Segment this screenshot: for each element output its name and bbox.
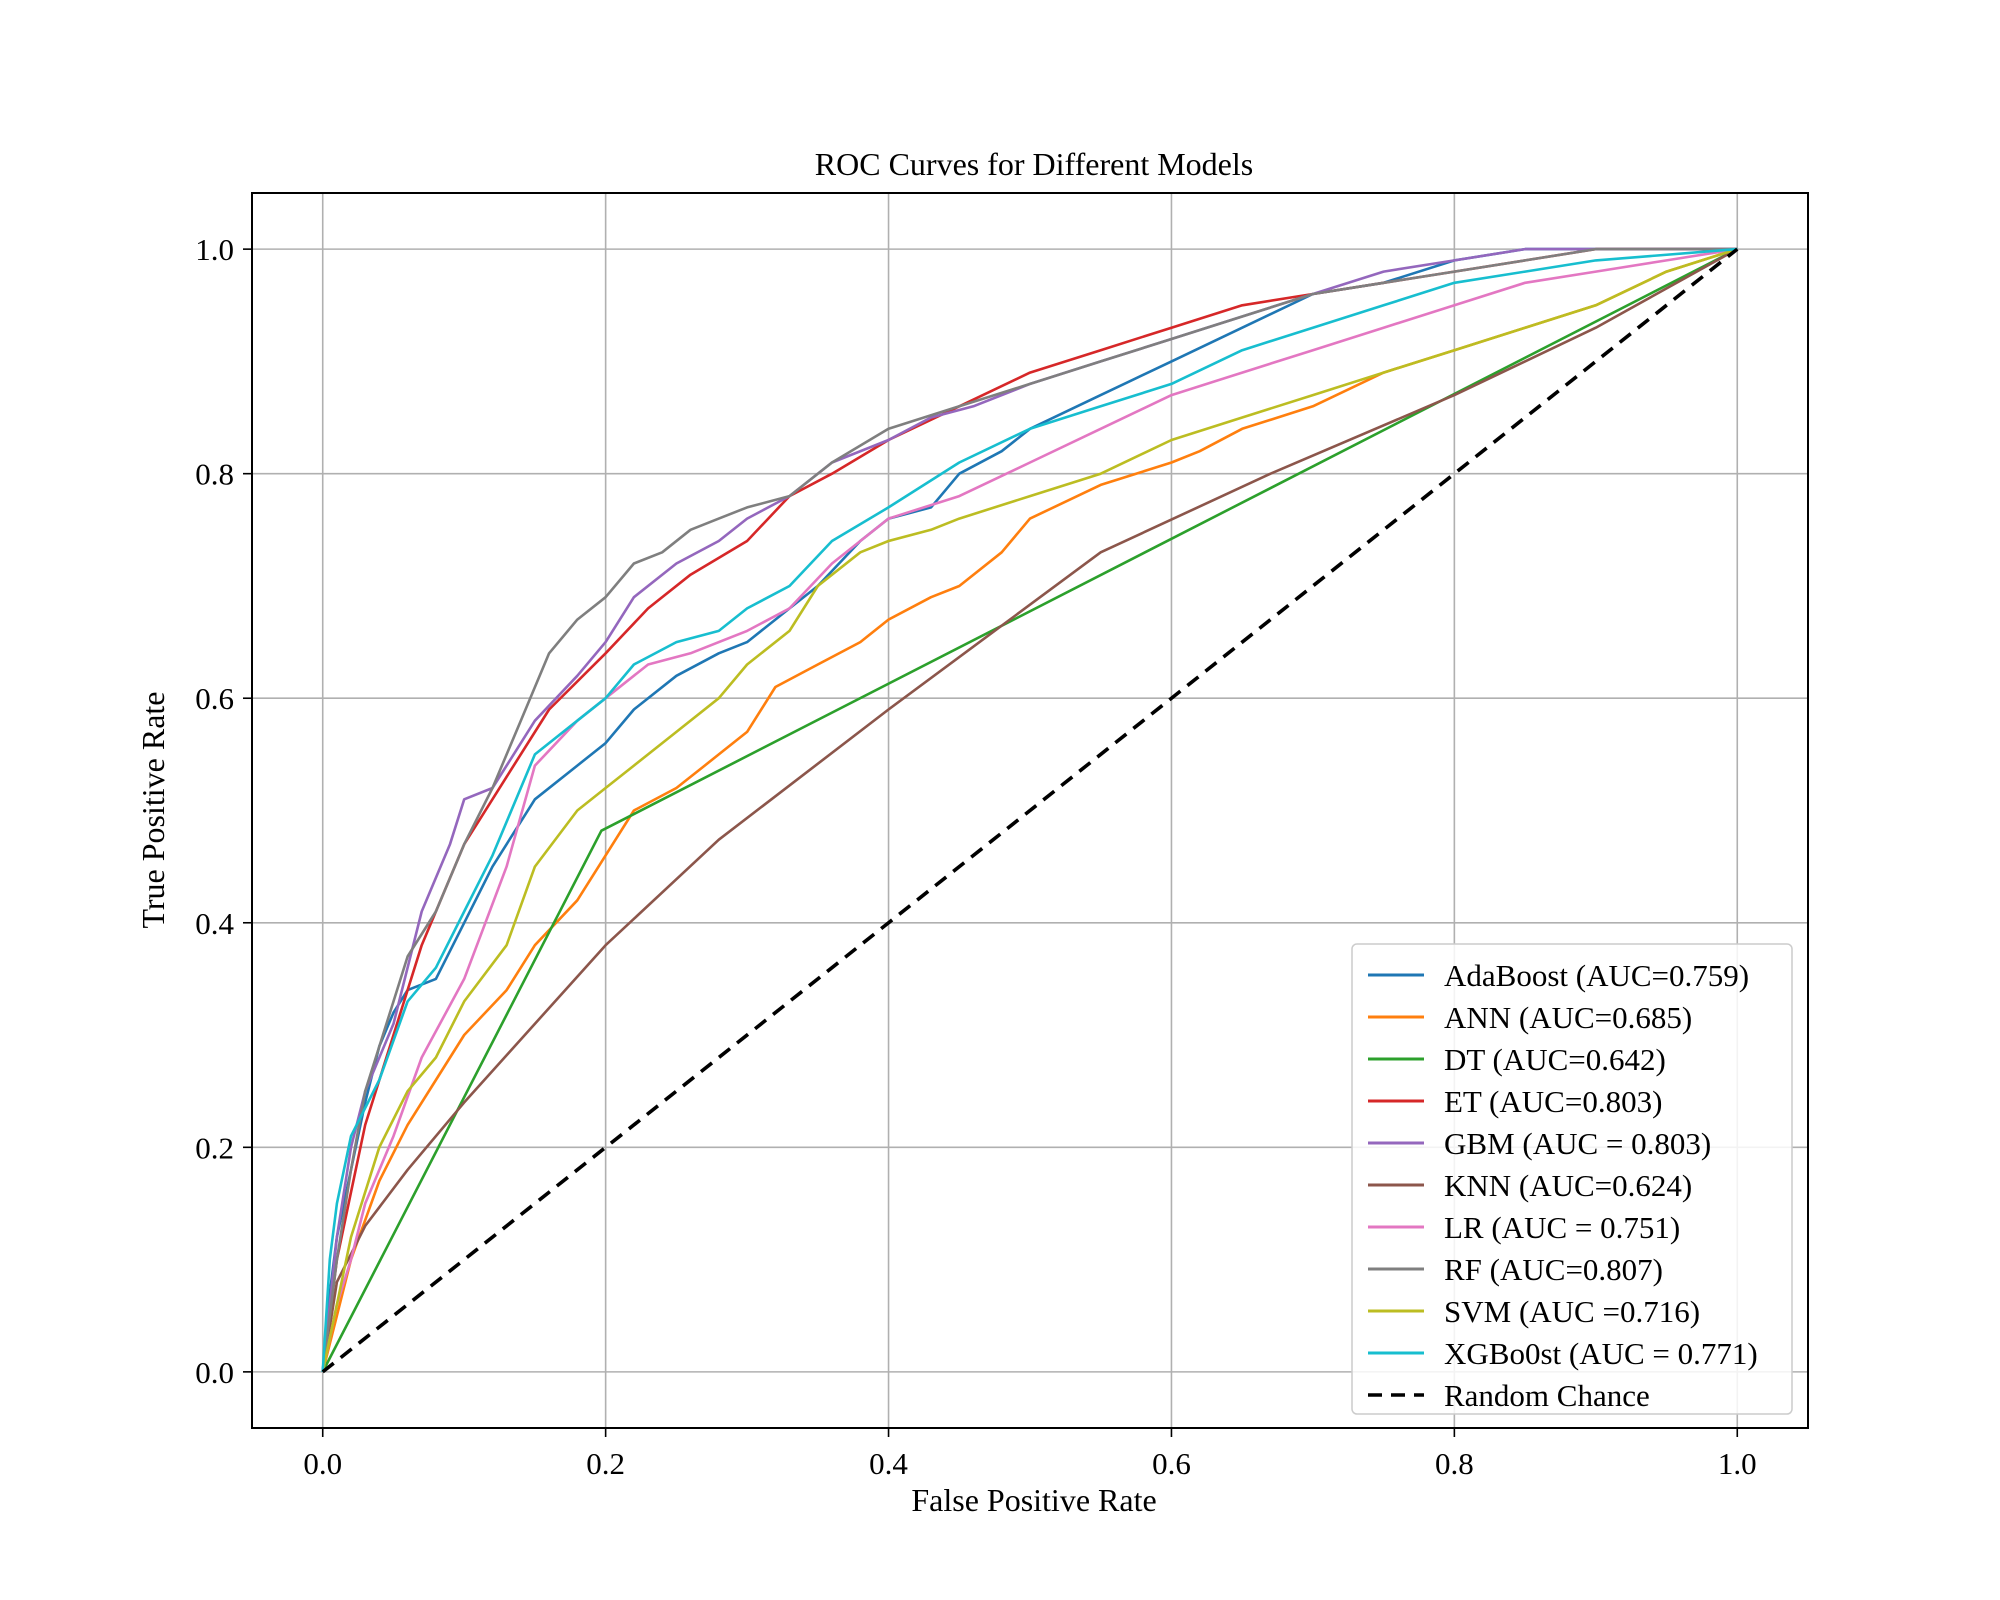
y-tick-label: 0.0 [195,1355,234,1390]
legend-label-gbm: GBM (AUC = 0.803) [1444,1126,1711,1161]
x-tick-label: 0.8 [1435,1446,1474,1481]
roc-curve-ann [321,247,1738,1373]
ticks: 0.0 0.2 0.4 0.6 0.8 1.0 0.0 0.2 0.4 0.6 0.8 1.0 [195,232,1756,1481]
x-axis-label: False Positive Rate [911,1482,1156,1518]
legend: AdaBoost (AUC=0.759) ANN (AUC=0.685) DT (A… [1351,943,1793,1415]
chart-title: ROC Curves for Different Models [815,146,1253,182]
legend-label-xgbo0st: XGBo0st (AUC = 0.771) [1444,1336,1758,1371]
roc-curve-rf [321,247,1738,1373]
x-tick-label: 0.2 [586,1446,625,1481]
roc-curve-knn [321,247,1738,1373]
roc-curve-xgbo0st [321,247,1738,1372]
y-tick-label: 0.8 [195,457,234,492]
x-tick-label: 0.6 [1152,1446,1191,1481]
roc-curve-dt [321,247,1738,1373]
legend-label-svm: SVM (AUC =0.716) [1444,1294,1700,1329]
legend-label-dt: DT (AUC=0.642) [1444,1042,1666,1077]
roc-curve-svm [321,247,1738,1373]
x-tick-label: 0.4 [869,1446,908,1481]
legend-label-knn: KNN (AUC=0.624) [1444,1168,1692,1203]
y-tick-label: 0.6 [195,681,234,716]
legend-items: AdaBoost (AUC=0.759) ANN (AUC=0.685) DT (A… [1368,958,1758,1413]
plot-frame [251,192,1809,1429]
y-axis-label: True Positive Rate [135,691,171,928]
roc-curve-random [321,247,1739,1374]
roc-curve-adaboost [321,247,1738,1373]
x-tick-label: 1.0 [1718,1446,1757,1481]
y-tick-label: 1.0 [195,232,234,267]
legend-label-rf: RF (AUC=0.807) [1444,1252,1663,1287]
legend-box [1351,943,1793,1415]
legend-label-et: ET (AUC=0.803) [1444,1084,1662,1119]
x-tick-label: 0.0 [303,1446,342,1481]
y-tick-label: 0.4 [195,906,234,941]
grid [252,193,1808,1428]
series-group [321,247,1739,1374]
legend-label-ann: ANN (AUC=0.685) [1444,1000,1692,1035]
y-tick-label: 0.2 [195,1130,234,1165]
legend-label-lr: LR (AUC = 0.751) [1444,1210,1680,1245]
legend-label-random: Random Chance [1444,1378,1650,1413]
legend-label-adaboost: AdaBoost (AUC=0.759) [1444,958,1749,993]
